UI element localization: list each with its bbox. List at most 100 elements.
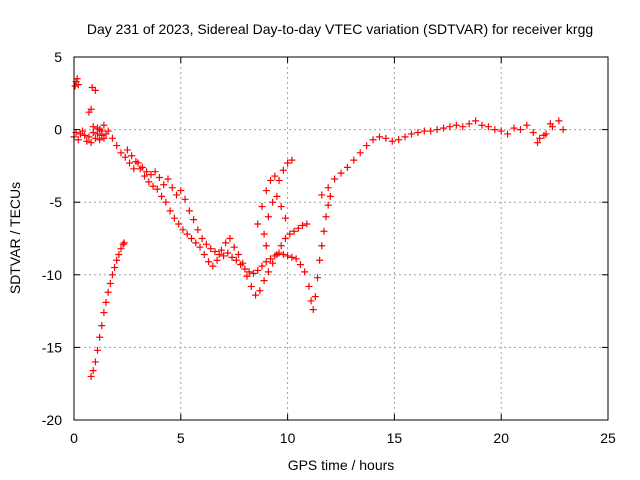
data-point [301,268,309,276]
data-point [215,250,223,258]
data-point [279,250,287,258]
data-point [87,105,95,113]
data-point [555,117,563,125]
data-point [267,255,275,263]
data-point [284,252,292,260]
data-point [260,277,268,285]
data-point [143,168,151,176]
data-point [209,262,217,270]
x-tick-label: 0 [70,430,78,446]
data-point [288,156,296,164]
data-point [202,240,210,248]
data-point [151,168,159,176]
x-axis-label: GPS time / hours [288,457,395,473]
data-point [264,268,272,276]
data-point [128,152,136,160]
data-point [559,126,567,134]
data-point [120,239,128,247]
data-point [407,130,415,138]
data-point [96,333,104,341]
x-tick-label: 15 [387,430,403,446]
data-point [504,130,512,138]
data-point [427,127,435,135]
y-tick-label: 5 [54,49,62,65]
data-point [217,246,225,254]
data-point [299,221,307,229]
data-point [179,226,187,234]
data-point [433,126,441,134]
data-point [104,127,112,135]
data-point [350,156,358,164]
data-point [277,242,285,250]
data-point [401,133,409,141]
data-point [160,181,168,189]
data-point [147,171,155,179]
data-point [292,255,300,263]
data-point [322,213,330,221]
data-point [420,127,428,135]
data-point [267,176,275,184]
data-point [117,245,125,253]
data-point [258,203,266,211]
data-point [254,220,262,228]
data-point [123,146,131,154]
data-point [155,174,163,182]
data-point [369,136,377,144]
data-point [239,259,247,267]
data-point [164,175,172,183]
plot-frame [73,56,609,421]
x-tick-label: 20 [493,430,509,446]
data-point [91,358,99,366]
data-point [232,256,240,264]
data-point [79,127,87,135]
data-point [305,282,313,290]
data-point [89,123,97,131]
data-point [516,126,524,134]
x-tick-label: 10 [280,430,296,446]
data-point [185,207,193,215]
data-point [87,372,95,380]
data-point [213,256,221,264]
data-point [472,117,480,125]
data-point [331,175,339,183]
data-point [89,367,97,375]
data-point [74,81,82,89]
data-point [478,121,486,129]
data-point [269,259,277,267]
data-point [279,166,287,174]
data-point [140,172,148,180]
data-point [71,82,79,90]
data-point [98,322,106,330]
data-point [226,235,234,242]
y-tick-label: -15 [42,339,62,355]
series-second-branch [123,146,311,299]
data-point [288,253,296,261]
data-point [247,282,255,290]
data-point [307,297,315,305]
data-point [113,256,121,264]
data-point [452,121,460,129]
data-point [465,120,473,128]
series-steep-rise [87,239,128,380]
data-point [196,243,204,251]
data-point [277,203,285,211]
data-point [83,137,91,145]
data-point [192,239,200,247]
data-point [414,129,422,137]
data-point [115,250,123,258]
data-point [91,86,99,94]
data-point [290,227,298,235]
data-point [262,187,270,195]
data-point [85,133,93,141]
data-point [130,165,138,173]
series-upper-lobe-near-10h [254,156,296,250]
data-point [198,235,206,242]
data-point [168,184,176,192]
data-point [491,126,499,134]
data-point [181,195,189,203]
data-point [326,192,334,200]
data-point [523,121,531,129]
data-point [81,131,89,139]
data-point [98,127,106,135]
